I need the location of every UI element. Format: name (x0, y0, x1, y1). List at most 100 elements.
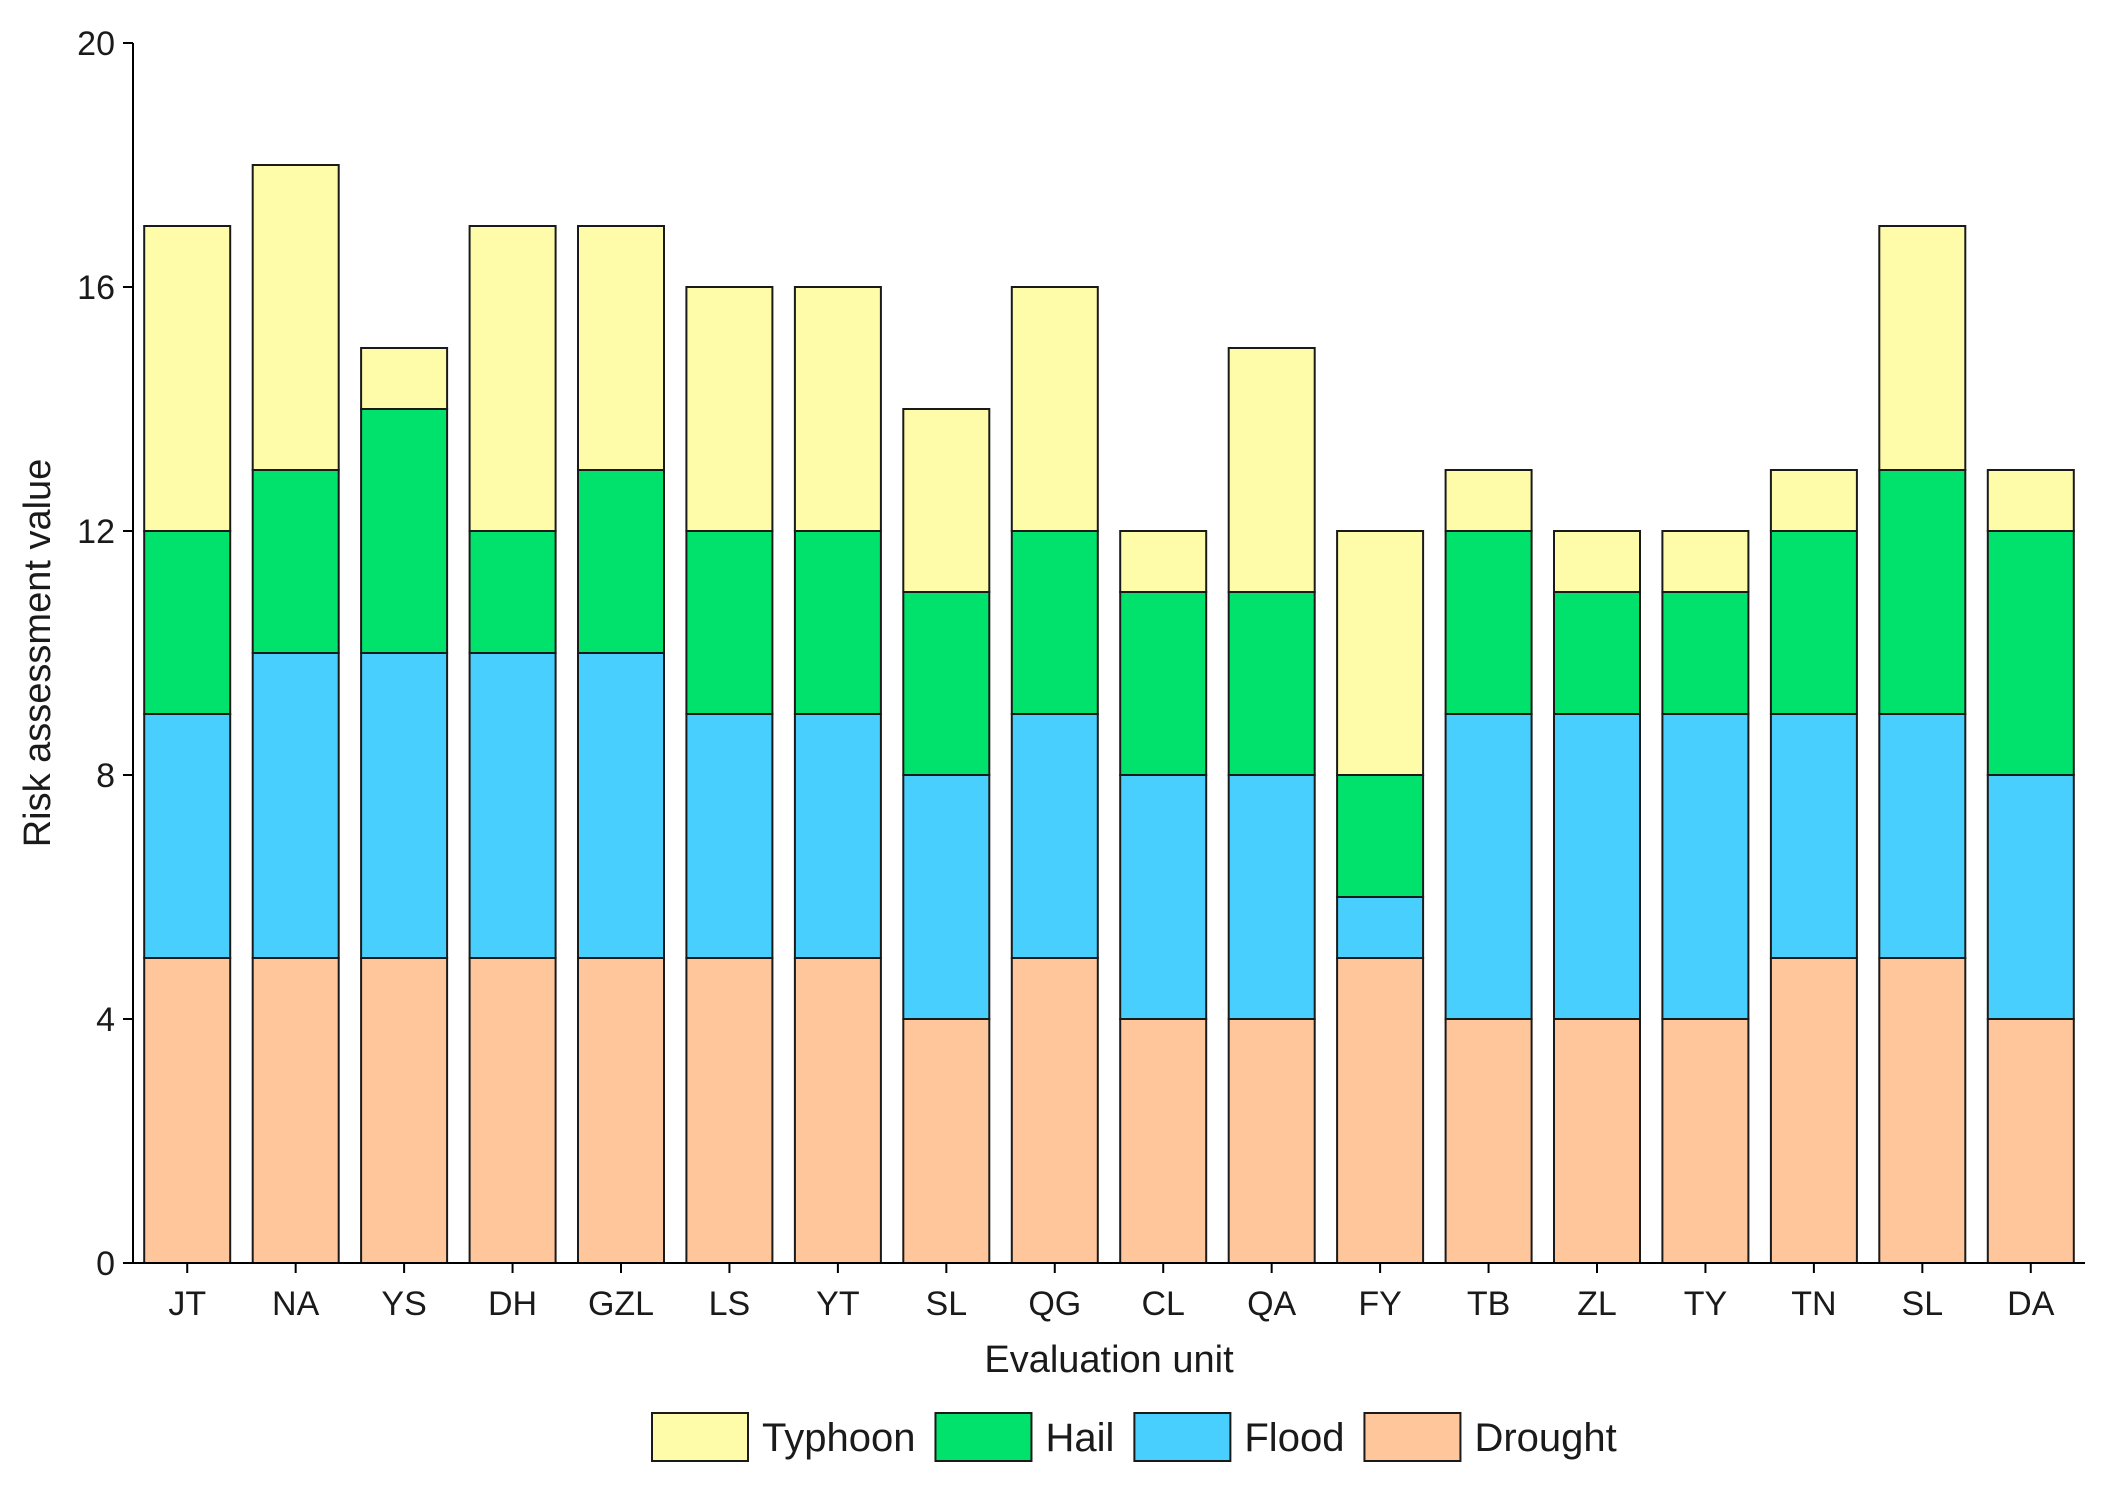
legend-item-drought: Drought (1363, 1412, 1617, 1462)
legend-swatch (1363, 1412, 1462, 1462)
bar-stack-da (1986, 469, 2075, 1264)
bar-drought-da (1986, 1018, 2075, 1264)
bar-drought-sl (902, 1018, 991, 1264)
bar-stack-yt (793, 286, 882, 1264)
x-tick-label: YS (381, 1285, 426, 1323)
bar-typhoon-cl (1119, 530, 1208, 593)
bar-hail-gzl (577, 469, 665, 654)
bar-stack-na (251, 164, 340, 1264)
x-tick-label: GZL (588, 1285, 654, 1323)
bar-drought-jt (143, 957, 232, 1264)
y-ticks: 0 4 8 12 16 20 (77, 25, 133, 1283)
bar-hail-ty (1661, 591, 1750, 715)
bar-drought-sl (1878, 957, 1967, 1264)
bar-typhoon-na (251, 164, 340, 471)
bars-layer (143, 164, 2075, 1264)
bar-drought-gzl (577, 957, 665, 1264)
x-tick-label: QA (1247, 1285, 1296, 1323)
bar-flood-ls (685, 713, 774, 959)
bar-stack-zl (1553, 530, 1641, 1264)
bar-drought-qg (1010, 957, 1099, 1264)
bar-drought-tb (1444, 1018, 1533, 1264)
bar-drought-ys (360, 957, 449, 1264)
bar-flood-fy (1336, 896, 1425, 959)
bar-drought-qa (1227, 1018, 1316, 1264)
bar-stack-gzl (577, 225, 665, 1264)
bar-typhoon-sl (1878, 225, 1967, 471)
bar-stack-jt (143, 225, 232, 1264)
legend: Typhoon Hail Flood Drought (651, 1412, 1617, 1462)
x-tick-label: ZL (1577, 1285, 1617, 1323)
legend-swatch (1133, 1412, 1232, 1462)
x-tick-label: CL (1141, 1285, 1184, 1323)
x-tick-label: NA (272, 1285, 320, 1323)
bar-flood-tn (1769, 713, 1858, 959)
bar-typhoon-tb (1444, 469, 1533, 532)
legend-label: Typhoon (762, 1416, 915, 1460)
bar-typhoon-qa (1227, 347, 1316, 593)
bar-drought-dh (468, 957, 557, 1264)
bar-flood-jt (143, 713, 232, 959)
y-tick-label: 8 (96, 757, 115, 795)
bar-drought-cl (1119, 1018, 1208, 1264)
bar-stack-cl (1119, 530, 1208, 1264)
bar-hail-tb (1444, 530, 1533, 715)
bar-flood-na (251, 652, 340, 959)
legend-item-flood: Flood (1133, 1412, 1344, 1462)
bar-flood-tb (1444, 713, 1533, 1020)
legend-swatch (651, 1412, 749, 1462)
bar-drought-ty (1661, 1018, 1750, 1264)
bar-hail-cl (1119, 591, 1208, 776)
bar-typhoon-ls (685, 286, 774, 532)
axes-layer (132, 43, 2085, 1264)
bar-drought-tn (1769, 957, 1858, 1264)
bar-hail-fy (1336, 774, 1425, 898)
x-tick-label: SL (926, 1285, 968, 1323)
bar-stack-fy (1336, 530, 1425, 1264)
bar-hail-na (251, 469, 340, 654)
bar-stack-tn (1769, 469, 1858, 1264)
bar-hail-qa (1227, 591, 1316, 776)
bar-flood-sl (902, 774, 991, 1020)
bar-drought-fy (1336, 957, 1425, 1264)
legend-item-typhoon: Typhoon (651, 1412, 915, 1462)
y-tick-label: 12 (77, 513, 115, 551)
bar-drought-na (251, 957, 340, 1264)
x-tick-label: JT (168, 1285, 206, 1323)
x-tick-label: DH (488, 1285, 537, 1323)
bar-typhoon-qg (1010, 286, 1099, 532)
x-tick-label: TY (1684, 1285, 1727, 1323)
y-tick-label: 20 (77, 25, 115, 63)
bar-drought-ls (685, 957, 774, 1264)
y-axis-title: Risk assessment value (17, 459, 59, 848)
bar-typhoon-ty (1661, 530, 1750, 593)
bar-hail-ys (360, 408, 449, 654)
bar-flood-qa (1227, 774, 1316, 1020)
bar-hail-yt (793, 530, 882, 715)
bar-stack-ys (360, 347, 449, 1264)
bar-hail-tn (1769, 530, 1858, 715)
legend-swatch (934, 1412, 1033, 1462)
x-tick-label: LS (709, 1285, 751, 1323)
bar-drought-zl (1553, 1018, 1641, 1264)
legend-label: Hail (1045, 1416, 1114, 1460)
bar-flood-sl (1878, 713, 1967, 959)
bar-flood-yt (793, 713, 882, 959)
bar-stack-qa (1227, 347, 1316, 1264)
legend-label: Drought (1474, 1416, 1616, 1460)
bar-flood-zl (1553, 713, 1641, 1020)
y-tick-label: 4 (96, 1001, 115, 1039)
bar-stack-sl (1878, 225, 1967, 1264)
bar-flood-ty (1661, 713, 1750, 1020)
x-tick-label: TB (1467, 1285, 1510, 1323)
bar-typhoon-sl (902, 408, 991, 593)
bar-typhoon-jt (143, 225, 232, 532)
bar-flood-da (1986, 774, 2075, 1020)
bar-hail-qg (1010, 530, 1099, 715)
bar-flood-gzl (577, 652, 665, 959)
legend-label: Flood (1244, 1416, 1344, 1460)
bar-stack-tb (1444, 469, 1533, 1264)
x-tick-label: FY (1358, 1285, 1401, 1323)
